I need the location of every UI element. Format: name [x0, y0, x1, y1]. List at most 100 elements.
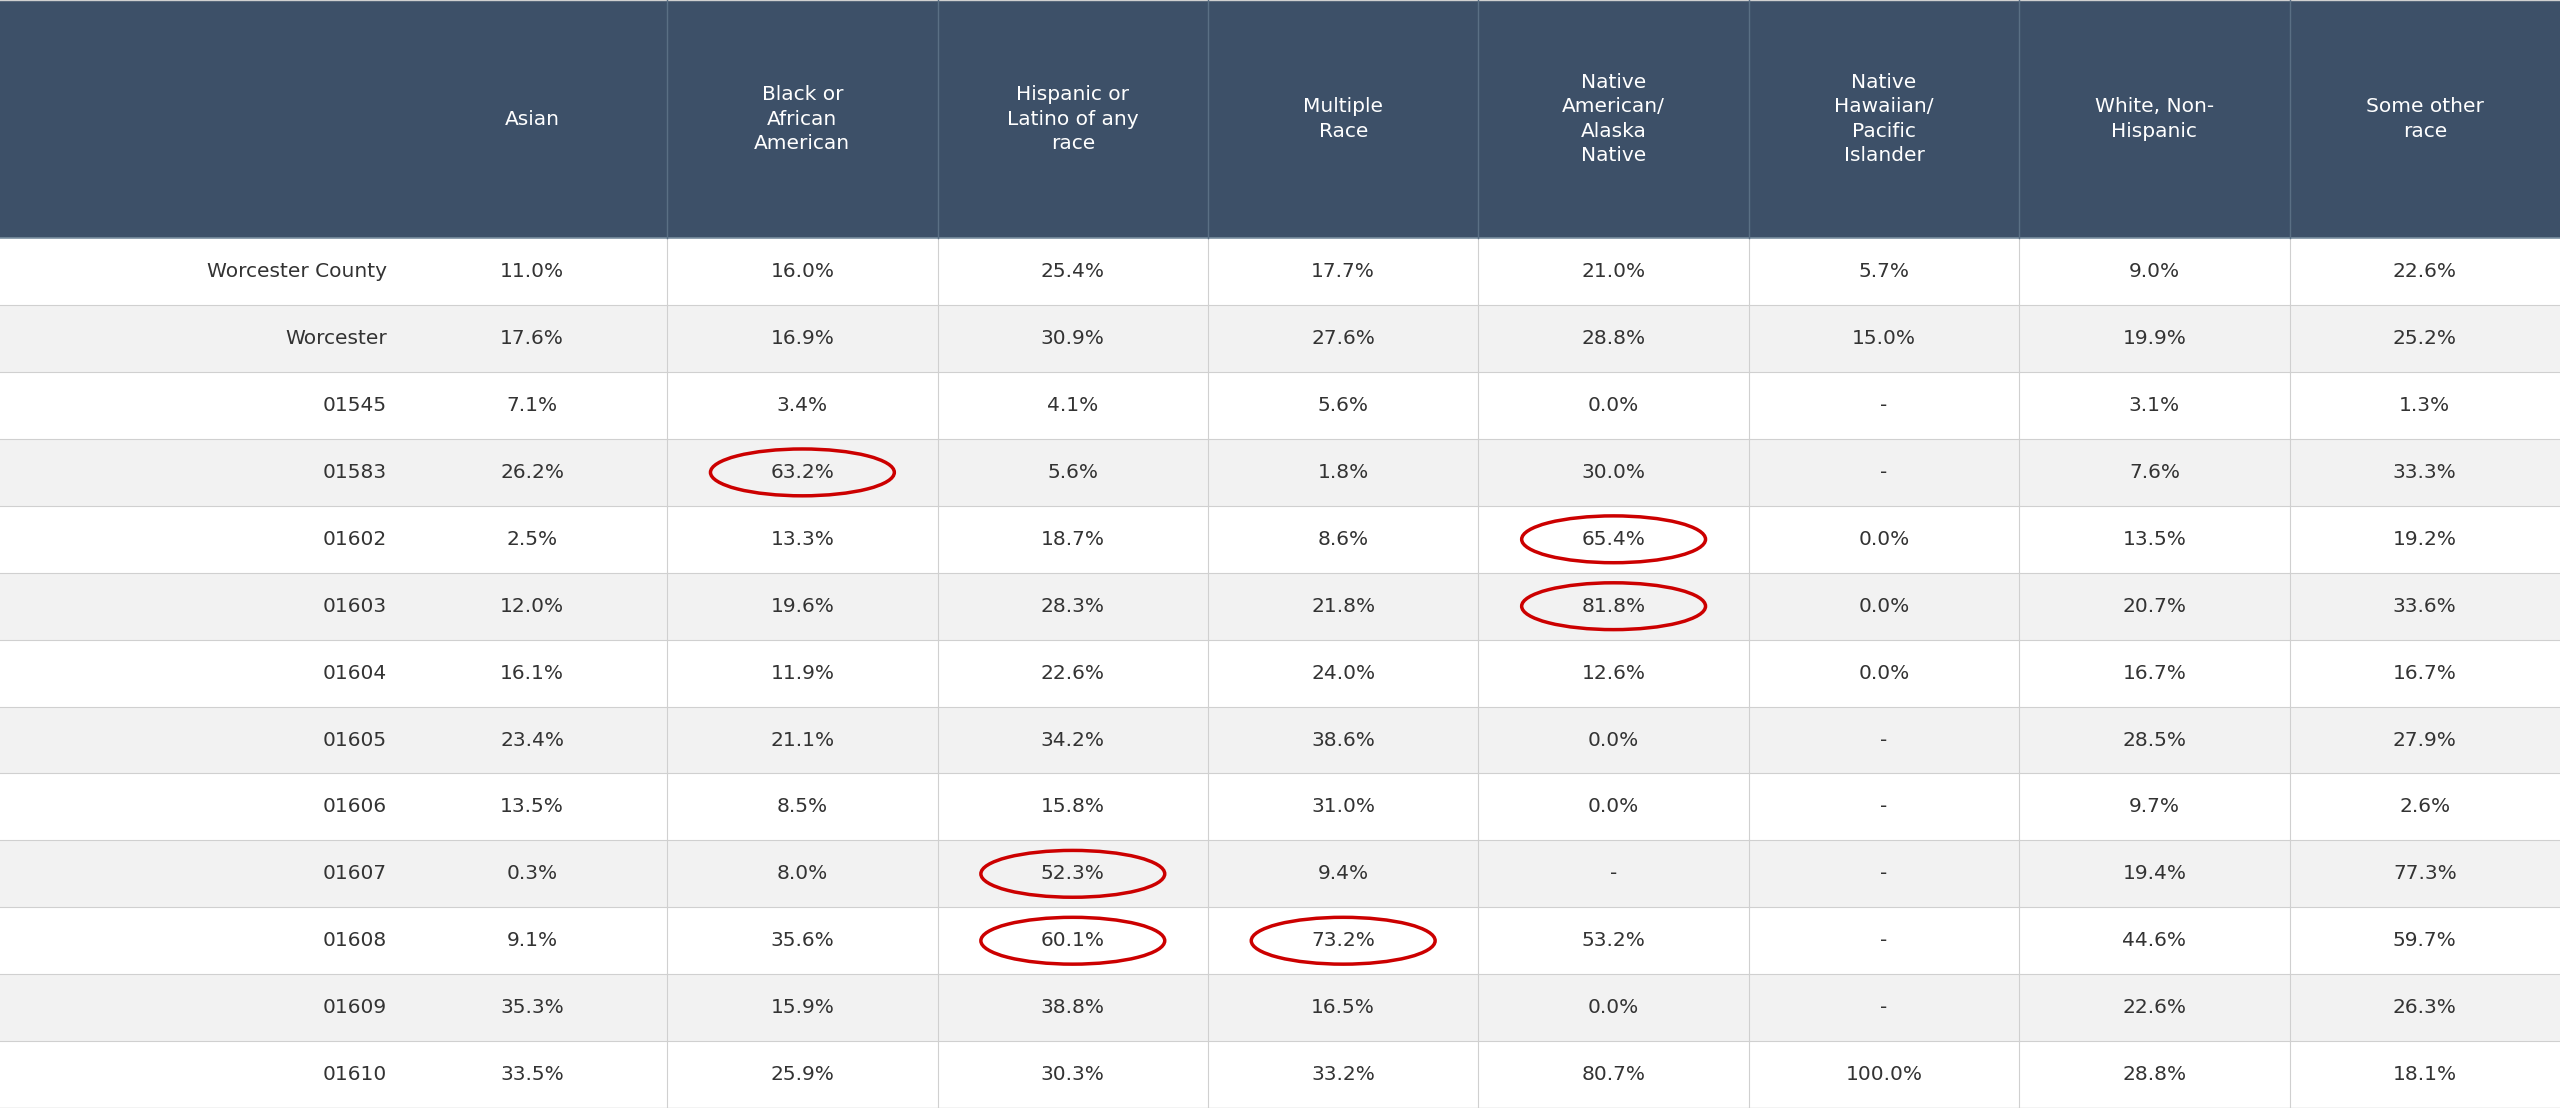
- Text: 20.7%: 20.7%: [2122, 597, 2186, 616]
- Text: 7.6%: 7.6%: [2130, 463, 2181, 482]
- Text: 01545: 01545: [323, 396, 387, 416]
- Text: 26.2%: 26.2%: [499, 463, 563, 482]
- FancyBboxPatch shape: [0, 305, 2560, 372]
- Text: -: -: [1882, 463, 1887, 482]
- Text: 15.8%: 15.8%: [1042, 798, 1106, 817]
- Text: 11.9%: 11.9%: [771, 664, 835, 683]
- Text: 5.7%: 5.7%: [1859, 263, 1910, 281]
- Text: 30.3%: 30.3%: [1042, 1065, 1106, 1084]
- Text: 25.2%: 25.2%: [2394, 329, 2458, 348]
- Text: 35.6%: 35.6%: [771, 931, 835, 951]
- Text: 33.5%: 33.5%: [499, 1065, 563, 1084]
- Text: 17.7%: 17.7%: [1311, 263, 1375, 281]
- Text: 7.1%: 7.1%: [507, 396, 558, 416]
- Text: 13.3%: 13.3%: [771, 530, 835, 548]
- Text: 15.0%: 15.0%: [1851, 329, 1915, 348]
- Text: 01604: 01604: [323, 664, 387, 683]
- Text: 28.3%: 28.3%: [1042, 597, 1106, 616]
- Text: 27.6%: 27.6%: [1311, 329, 1375, 348]
- Text: 59.7%: 59.7%: [2394, 931, 2458, 951]
- Text: 0.0%: 0.0%: [1859, 597, 1910, 616]
- FancyBboxPatch shape: [0, 707, 2560, 773]
- Text: 77.3%: 77.3%: [2394, 864, 2458, 883]
- Text: 52.3%: 52.3%: [1042, 864, 1106, 883]
- FancyBboxPatch shape: [0, 639, 2560, 707]
- FancyBboxPatch shape: [0, 439, 2560, 506]
- Text: 8.5%: 8.5%: [776, 798, 827, 817]
- Text: 2.6%: 2.6%: [2399, 798, 2450, 817]
- Text: 28.8%: 28.8%: [2122, 1065, 2186, 1084]
- Text: 0.0%: 0.0%: [1587, 998, 1638, 1017]
- Text: -: -: [1882, 931, 1887, 951]
- Text: 31.0%: 31.0%: [1311, 798, 1375, 817]
- Text: White, Non-
Hispanic: White, Non- Hispanic: [2094, 98, 2214, 141]
- Text: Native
Hawaiian/
Pacific
Islander: Native Hawaiian/ Pacific Islander: [1836, 73, 1933, 165]
- Text: Hispanic or
Latino of any
race: Hispanic or Latino of any race: [1006, 85, 1139, 153]
- Text: 44.6%: 44.6%: [2122, 931, 2186, 951]
- Text: 23.4%: 23.4%: [499, 730, 563, 749]
- Text: 28.8%: 28.8%: [1582, 329, 1646, 348]
- Text: 53.2%: 53.2%: [1582, 931, 1646, 951]
- FancyBboxPatch shape: [0, 1042, 2560, 1108]
- Text: 21.1%: 21.1%: [771, 730, 835, 749]
- Text: -: -: [1882, 396, 1887, 416]
- Text: 24.0%: 24.0%: [1311, 664, 1375, 683]
- FancyBboxPatch shape: [0, 840, 2560, 907]
- Text: 21.8%: 21.8%: [1311, 597, 1375, 616]
- Text: 19.4%: 19.4%: [2122, 864, 2186, 883]
- Text: 63.2%: 63.2%: [771, 463, 835, 482]
- Text: 01610: 01610: [323, 1065, 387, 1084]
- Text: 0.0%: 0.0%: [1859, 664, 1910, 683]
- Text: 01606: 01606: [323, 798, 387, 817]
- Text: 16.7%: 16.7%: [2394, 664, 2458, 683]
- Text: 33.3%: 33.3%: [2394, 463, 2458, 482]
- Text: 9.4%: 9.4%: [1318, 864, 1370, 883]
- Text: 65.4%: 65.4%: [1582, 530, 1646, 548]
- Text: 11.0%: 11.0%: [499, 263, 563, 281]
- Text: 33.2%: 33.2%: [1311, 1065, 1375, 1084]
- Text: 01609: 01609: [323, 998, 387, 1017]
- Text: 19.2%: 19.2%: [2394, 530, 2458, 548]
- Text: 0.3%: 0.3%: [507, 864, 558, 883]
- Text: Black or
African
American: Black or African American: [755, 85, 850, 153]
- Text: 19.6%: 19.6%: [771, 597, 835, 616]
- Text: 22.6%: 22.6%: [2122, 998, 2186, 1017]
- Text: 01607: 01607: [323, 864, 387, 883]
- Text: 0.0%: 0.0%: [1587, 730, 1638, 749]
- Text: 5.6%: 5.6%: [1318, 396, 1370, 416]
- Text: 2.5%: 2.5%: [507, 530, 558, 548]
- Text: 1.3%: 1.3%: [2399, 396, 2450, 416]
- Text: 0.0%: 0.0%: [1587, 396, 1638, 416]
- Text: Multiple
Race: Multiple Race: [1303, 98, 1382, 141]
- Text: 100.0%: 100.0%: [1846, 1065, 1923, 1084]
- Text: 9.1%: 9.1%: [507, 931, 558, 951]
- Text: 12.6%: 12.6%: [1582, 664, 1646, 683]
- Text: 18.1%: 18.1%: [2394, 1065, 2458, 1084]
- Text: 30.0%: 30.0%: [1582, 463, 1646, 482]
- Text: 81.8%: 81.8%: [1582, 597, 1646, 616]
- Text: 80.7%: 80.7%: [1582, 1065, 1646, 1084]
- Text: -: -: [1882, 798, 1887, 817]
- Text: 25.9%: 25.9%: [771, 1065, 835, 1084]
- Text: 01603: 01603: [323, 597, 387, 616]
- Text: Native
American/
Alaska
Native: Native American/ Alaska Native: [1562, 73, 1664, 165]
- Text: 13.5%: 13.5%: [499, 798, 563, 817]
- Text: 01602: 01602: [323, 530, 387, 548]
- Text: -: -: [1610, 864, 1618, 883]
- Text: 26.3%: 26.3%: [2394, 998, 2458, 1017]
- Text: 3.1%: 3.1%: [2130, 396, 2181, 416]
- Text: 22.6%: 22.6%: [2394, 263, 2458, 281]
- Text: 01608: 01608: [323, 931, 387, 951]
- Text: 16.9%: 16.9%: [771, 329, 835, 348]
- Text: 9.7%: 9.7%: [2130, 798, 2181, 817]
- Text: -: -: [1882, 730, 1887, 749]
- FancyBboxPatch shape: [0, 506, 2560, 573]
- Text: 0.0%: 0.0%: [1859, 530, 1910, 548]
- FancyBboxPatch shape: [0, 907, 2560, 974]
- Text: 35.3%: 35.3%: [499, 998, 563, 1017]
- Text: 16.0%: 16.0%: [771, 263, 835, 281]
- Text: 21.0%: 21.0%: [1582, 263, 1646, 281]
- Text: -: -: [1882, 864, 1887, 883]
- Text: 22.6%: 22.6%: [1042, 664, 1106, 683]
- FancyBboxPatch shape: [0, 238, 2560, 305]
